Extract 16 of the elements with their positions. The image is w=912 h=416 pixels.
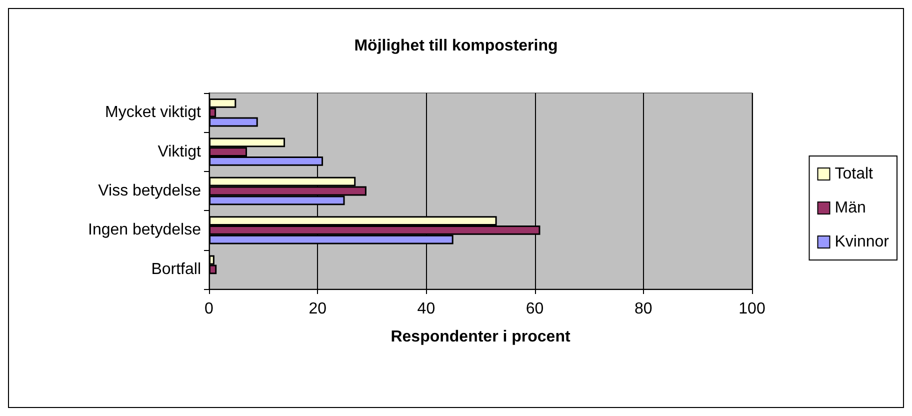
x-tick-label: 40: [417, 300, 436, 318]
y-tick-label: Mycket viktigt: [104, 104, 202, 122]
x-tick-label: 20: [308, 300, 327, 318]
legend-label: Män: [834, 200, 866, 216]
y-tick-label: Viktigt: [158, 143, 202, 160]
x-tick-label: 100: [738, 300, 766, 318]
legend-label: Kvinnor: [834, 234, 890, 250]
x-tick-label: 80: [634, 300, 652, 318]
legend-label: Totalt: [834, 166, 874, 182]
y-tick-label: Ingen betydelse: [88, 222, 202, 239]
y-tick-label: Viss betydelse: [98, 182, 202, 200]
x-tick-label: 0: [204, 300, 214, 318]
chart-title: Möjlighet till kompostering: [354, 38, 558, 54]
y-tick-label: Bortfall: [151, 260, 201, 278]
x-axis-title: Respondenter i procent: [390, 328, 571, 346]
x-tick-label: 60: [526, 300, 544, 318]
